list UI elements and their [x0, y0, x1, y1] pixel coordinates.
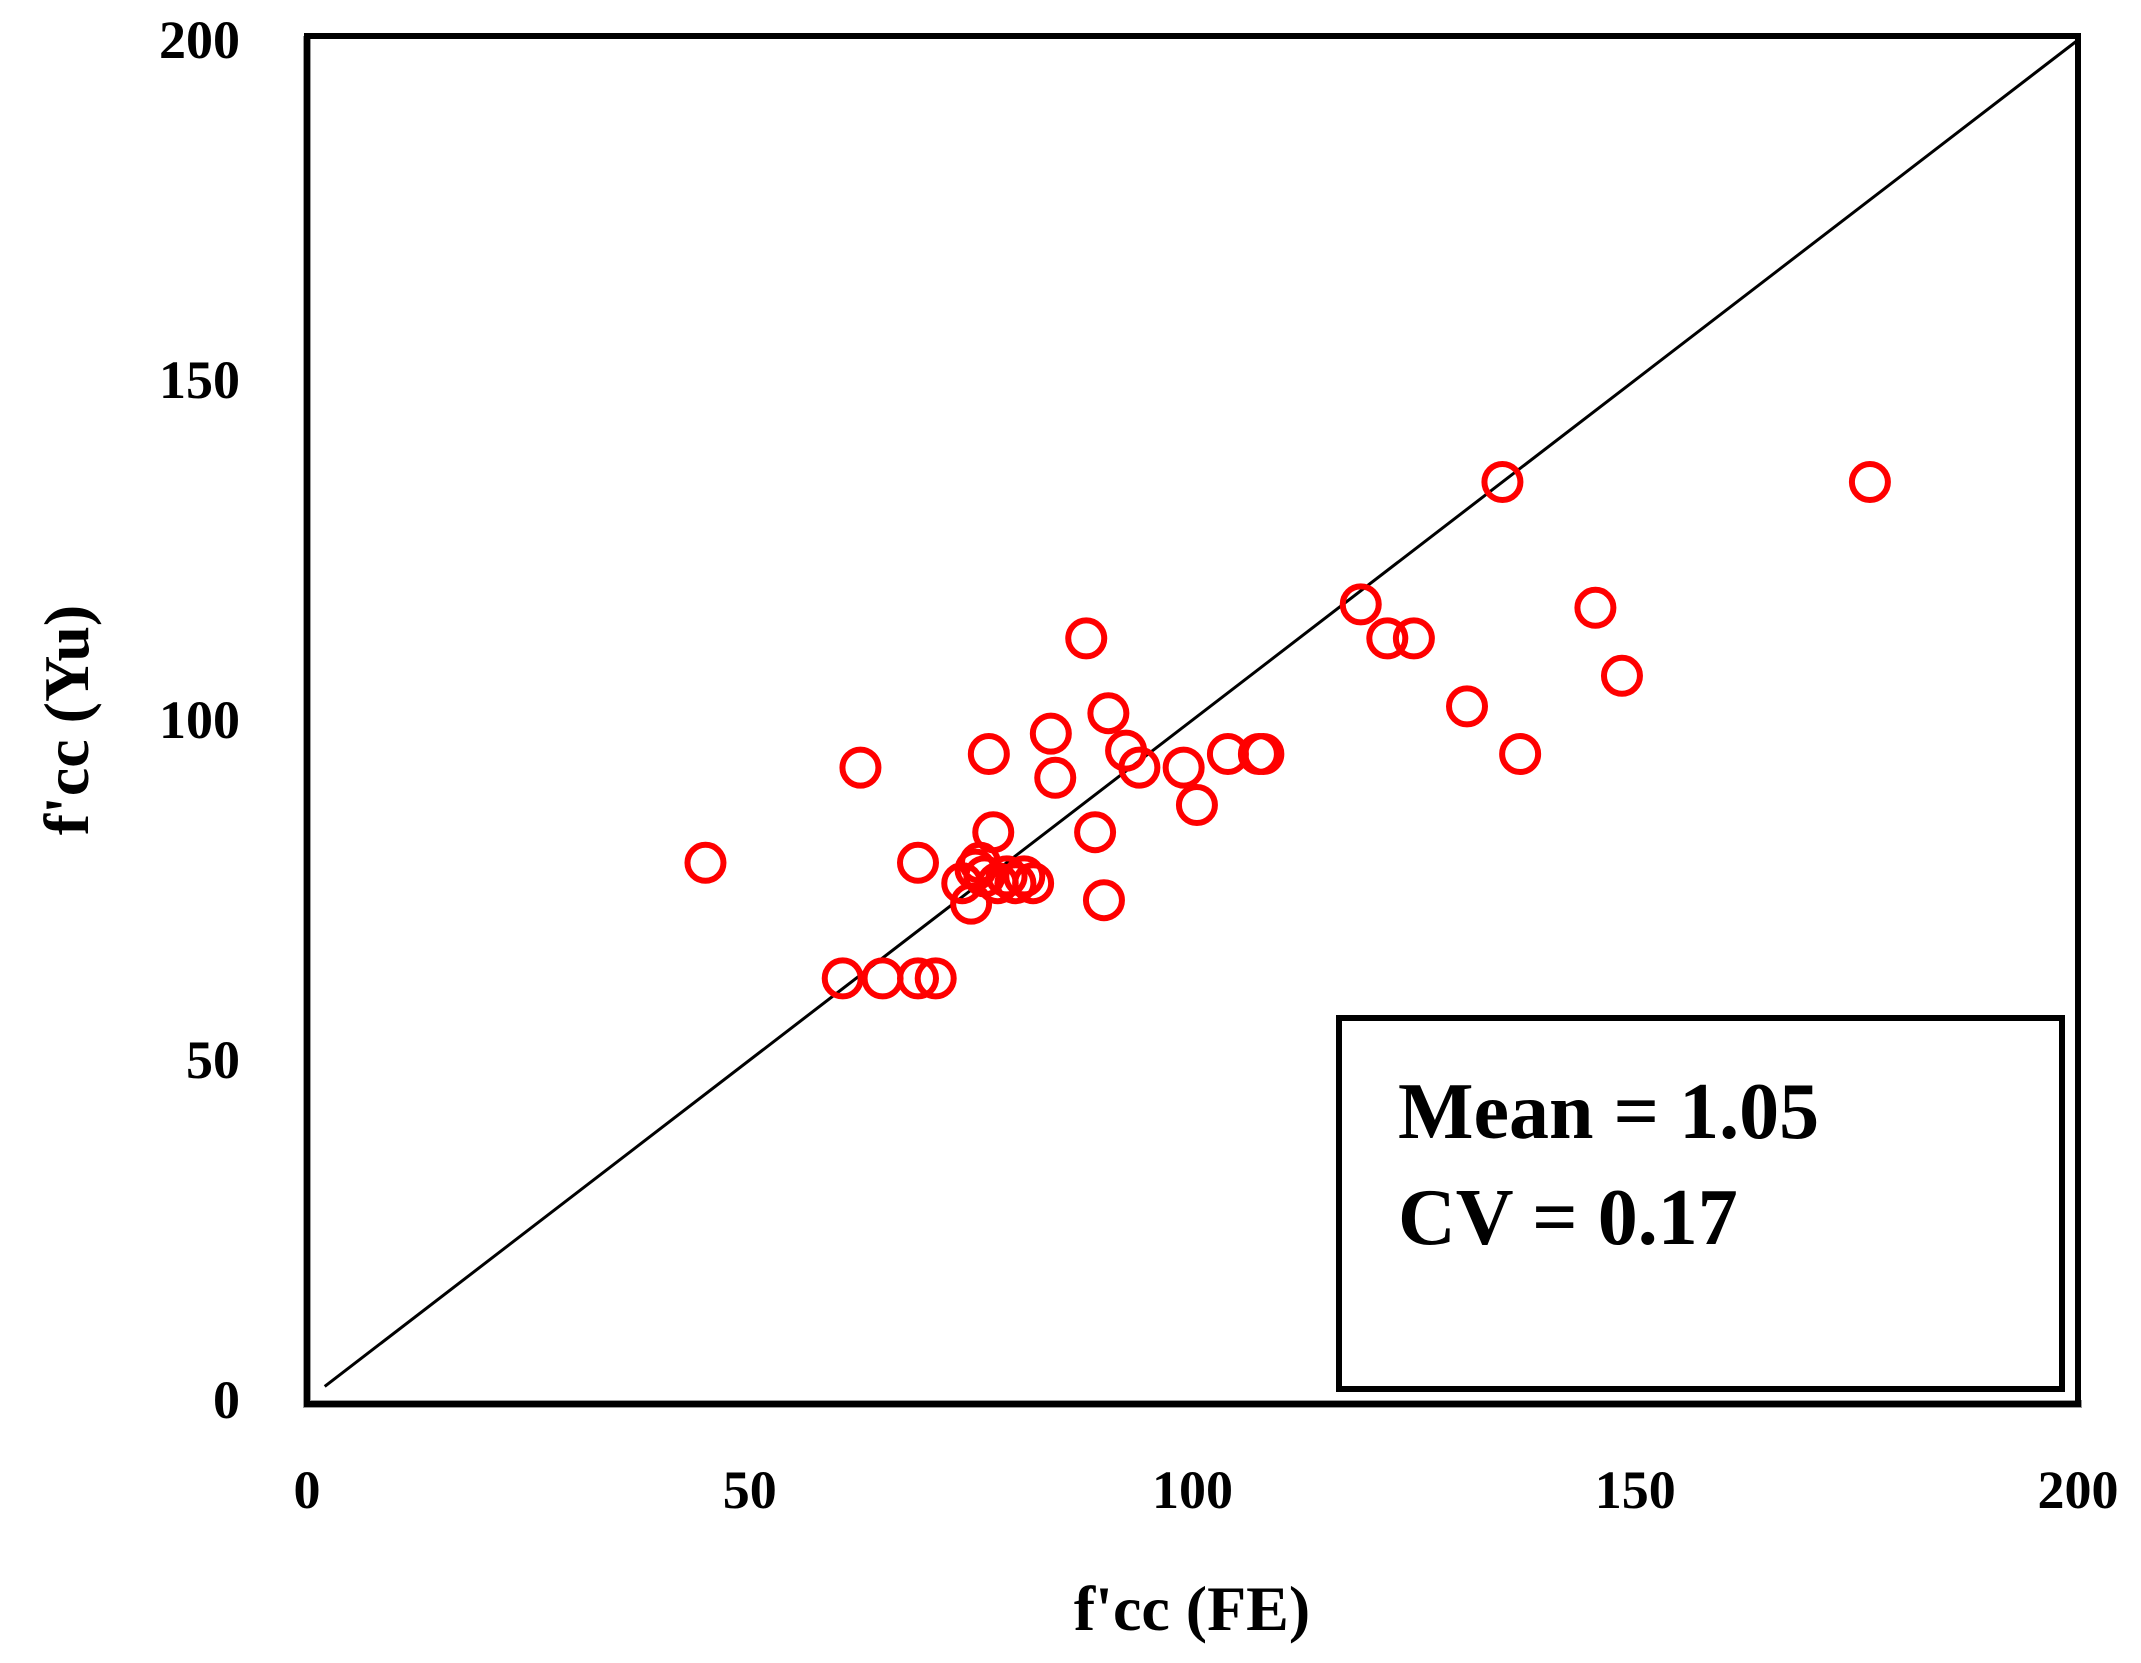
data-point [994, 862, 1037, 905]
x-tick-label: 150 [1595, 1460, 1676, 1520]
data-point [1481, 461, 1524, 503]
data-point [684, 841, 727, 884]
data-point [1162, 746, 1205, 789]
data-point [1848, 461, 1891, 503]
data-point [1446, 685, 1489, 728]
x-axis-label: f'cc (FE) [1074, 1573, 1310, 1644]
data-point [1600, 654, 1643, 697]
y-axis-label: f'cc (Yu) [31, 605, 102, 835]
y-tick-label: 50 [186, 1030, 240, 1090]
data-point [896, 841, 939, 884]
data-point [1366, 617, 1409, 660]
y-tick-label: 100 [159, 690, 240, 750]
y-tick-labels: 0 50 100 150 200 [159, 10, 240, 1430]
data-point [1392, 617, 1435, 660]
reference-line [323, 38, 2079, 1388]
data-point [1082, 879, 1125, 922]
data-point [1339, 583, 1382, 626]
y-tick-label: 150 [159, 350, 240, 410]
data-point [1074, 811, 1117, 854]
data-point [967, 733, 1010, 775]
x-tick-label: 0 [294, 1460, 321, 1520]
data-point [1175, 784, 1218, 826]
mean-annotation: Mean = 1.05 [1398, 1068, 1819, 1156]
data-point [1034, 756, 1077, 799]
stats-box [1336, 1015, 2065, 1392]
x-tick-labels: 0 50 100 150 200 [294, 1460, 2119, 1520]
data-point [839, 746, 882, 789]
data-point [972, 811, 1015, 854]
data-point [1574, 586, 1617, 629]
y-tick-label: 200 [159, 10, 240, 70]
data-point [821, 957, 864, 1000]
x-tick-label: 200 [2038, 1460, 2119, 1520]
data-point [914, 957, 957, 1000]
data-point [1087, 692, 1130, 735]
x-tick-label: 50 [723, 1460, 777, 1520]
data-point [861, 957, 904, 1000]
cv-annotation: CV = 0.17 [1398, 1174, 1738, 1262]
plot-area [304, 33, 2081, 1407]
data-points [684, 461, 1891, 1000]
data-point [1499, 733, 1542, 775]
data-point [1118, 746, 1161, 789]
data-point [1242, 733, 1285, 775]
y-tick-label: 0 [213, 1370, 240, 1430]
data-point [1003, 855, 1046, 898]
data-point [1012, 862, 1055, 905]
data-point [896, 957, 939, 1000]
data-point [1029, 712, 1072, 755]
data-point [985, 855, 1028, 898]
x-tick-label: 100 [1152, 1460, 1233, 1520]
data-point [1065, 617, 1108, 660]
